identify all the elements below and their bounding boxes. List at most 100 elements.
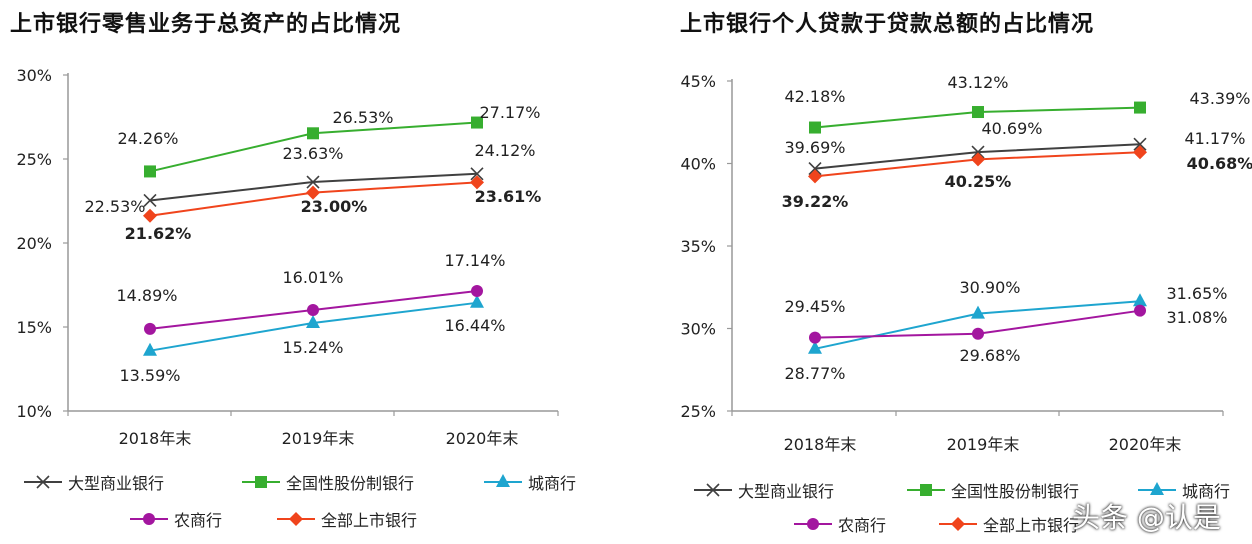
data-label: 40.69% bbox=[981, 119, 1042, 138]
data-point-x bbox=[971, 145, 985, 159]
data-label: 17.14% bbox=[444, 251, 505, 270]
legend-item: 城商行 bbox=[1136, 478, 1230, 502]
legend-diamond-icon bbox=[277, 512, 315, 526]
data-point-circle bbox=[1134, 304, 1146, 317]
data-label: 28.77% bbox=[784, 364, 845, 383]
legend-marker bbox=[951, 517, 965, 531]
legend-triangle-icon bbox=[1138, 482, 1176, 495]
legend-marker bbox=[1150, 482, 1164, 495]
legend-x-icon bbox=[694, 483, 732, 497]
legend-label: 全部上市银行 bbox=[321, 511, 418, 530]
data-point-x bbox=[143, 193, 157, 208]
legend-marker bbox=[807, 518, 819, 530]
data-point-triangle bbox=[306, 314, 320, 328]
legend-label: 全国性股份制银行 bbox=[951, 482, 1080, 501]
legend-square-icon bbox=[907, 484, 945, 496]
data-point-circle bbox=[307, 304, 319, 317]
legend-marker bbox=[255, 476, 267, 488]
watermark: 头条 @认是 bbox=[1072, 501, 1221, 534]
data-point-square bbox=[471, 116, 483, 129]
data-label: 23.00% bbox=[301, 197, 368, 216]
legend-item: 全部上市银行 bbox=[275, 507, 417, 531]
legend-label: 城商行 bbox=[528, 474, 577, 493]
data-point-diamond bbox=[1133, 145, 1147, 160]
data-point-circle bbox=[144, 322, 156, 335]
y-tick-label: 35% bbox=[680, 237, 716, 256]
data-label: 23.63% bbox=[282, 144, 343, 163]
data-point-x bbox=[808, 162, 822, 176]
data-label: 43.12% bbox=[947, 73, 1008, 92]
x-tick-label: 2019年末 bbox=[947, 435, 1020, 454]
data-label: 21.62% bbox=[125, 224, 192, 243]
data-point-square bbox=[1134, 101, 1146, 114]
data-point-circle bbox=[972, 327, 984, 340]
legend-marker bbox=[920, 484, 932, 496]
legend-item: 农商行 bbox=[128, 507, 222, 531]
x-tick-label: 2019年末 bbox=[282, 429, 355, 448]
legend-item: 农商行 bbox=[792, 512, 886, 536]
legend-label: 全部上市银行 bbox=[983, 516, 1080, 535]
data-label: 29.45% bbox=[784, 297, 845, 316]
legend-label: 农商行 bbox=[174, 511, 223, 530]
data-label: 22.53% bbox=[84, 197, 145, 216]
data-point-triangle bbox=[470, 294, 484, 308]
data-label: 16.44% bbox=[444, 316, 505, 335]
data-point-triangle bbox=[1133, 293, 1147, 307]
legend-item: 全国性股份制银行 bbox=[240, 470, 414, 494]
data-label: 39.69% bbox=[784, 138, 845, 157]
x-tick-label: 2018年末 bbox=[784, 435, 857, 454]
legend-marker bbox=[496, 474, 510, 487]
x-tick-label: 2018年末 bbox=[119, 429, 192, 448]
x-tick-label: 2020年末 bbox=[446, 429, 519, 448]
data-label: 14.89% bbox=[116, 286, 177, 305]
legend-item: 全国性股份制银行 bbox=[905, 478, 1079, 502]
data-point-triangle bbox=[971, 305, 985, 319]
data-label: 16.01% bbox=[282, 268, 343, 287]
legend-item: 全部上市银行 bbox=[937, 512, 1079, 536]
data-point-diamond bbox=[971, 152, 985, 167]
data-label: 43.39% bbox=[1189, 89, 1250, 108]
legend-x-icon bbox=[24, 475, 62, 489]
data-label: 24.12% bbox=[474, 141, 535, 160]
y-tick-label: 25% bbox=[680, 402, 716, 421]
y-tick-label: 15% bbox=[16, 318, 52, 337]
data-point-triangle bbox=[143, 342, 157, 356]
legend-triangle-icon bbox=[484, 474, 522, 487]
data-point-diamond bbox=[306, 185, 320, 200]
data-label: 42.18% bbox=[784, 87, 845, 106]
chart-title-right: 上市银行个人贷款于贷款总额的占比情况 bbox=[680, 12, 1095, 37]
data-label: 31.65% bbox=[1166, 284, 1227, 303]
legend-label: 城商行 bbox=[1182, 482, 1231, 501]
y-tick-label: 20% bbox=[16, 234, 52, 253]
y-tick-label: 25% bbox=[16, 150, 52, 169]
data-label: 40.25% bbox=[945, 172, 1012, 191]
data-point-x bbox=[470, 167, 484, 181]
x-tick-label: 2020年末 bbox=[1109, 435, 1182, 454]
legend-item: 城商行 bbox=[482, 470, 576, 494]
data-label: 41.17% bbox=[1184, 129, 1245, 148]
legend-marker bbox=[143, 513, 155, 525]
chart-title-left: 上市银行零售业务于总资产的占比情况 bbox=[10, 12, 402, 37]
legend-label: 大型商业银行 bbox=[738, 482, 835, 501]
data-point-square bbox=[144, 165, 156, 178]
legend-square-icon bbox=[242, 476, 280, 488]
y-tick-label: 40% bbox=[680, 155, 716, 174]
data-point-circle bbox=[809, 331, 821, 344]
legend-marker bbox=[706, 483, 720, 497]
legend-label: 大型商业银行 bbox=[68, 474, 165, 493]
data-point-diamond bbox=[470, 175, 484, 190]
data-point-x bbox=[306, 175, 320, 189]
data-point-triangle bbox=[808, 340, 822, 354]
y-tick-label: 30% bbox=[16, 66, 52, 85]
y-tick-label: 30% bbox=[680, 320, 716, 339]
legend-circle-icon bbox=[130, 513, 168, 525]
legend-label: 全国性股份制银行 bbox=[286, 474, 415, 493]
data-label: 23.61% bbox=[475, 187, 542, 206]
legend-marker bbox=[36, 475, 50, 489]
data-point-square bbox=[972, 106, 984, 119]
data-label: 40.68% bbox=[1187, 154, 1252, 173]
legend-item: 大型商业银行 bbox=[22, 470, 164, 494]
chart-1: 25% 30% 35% 40% 45% 2018年末 2019年末 2020年末 39.69% 4… bbox=[680, 72, 1252, 454]
data-point-square bbox=[307, 127, 319, 140]
